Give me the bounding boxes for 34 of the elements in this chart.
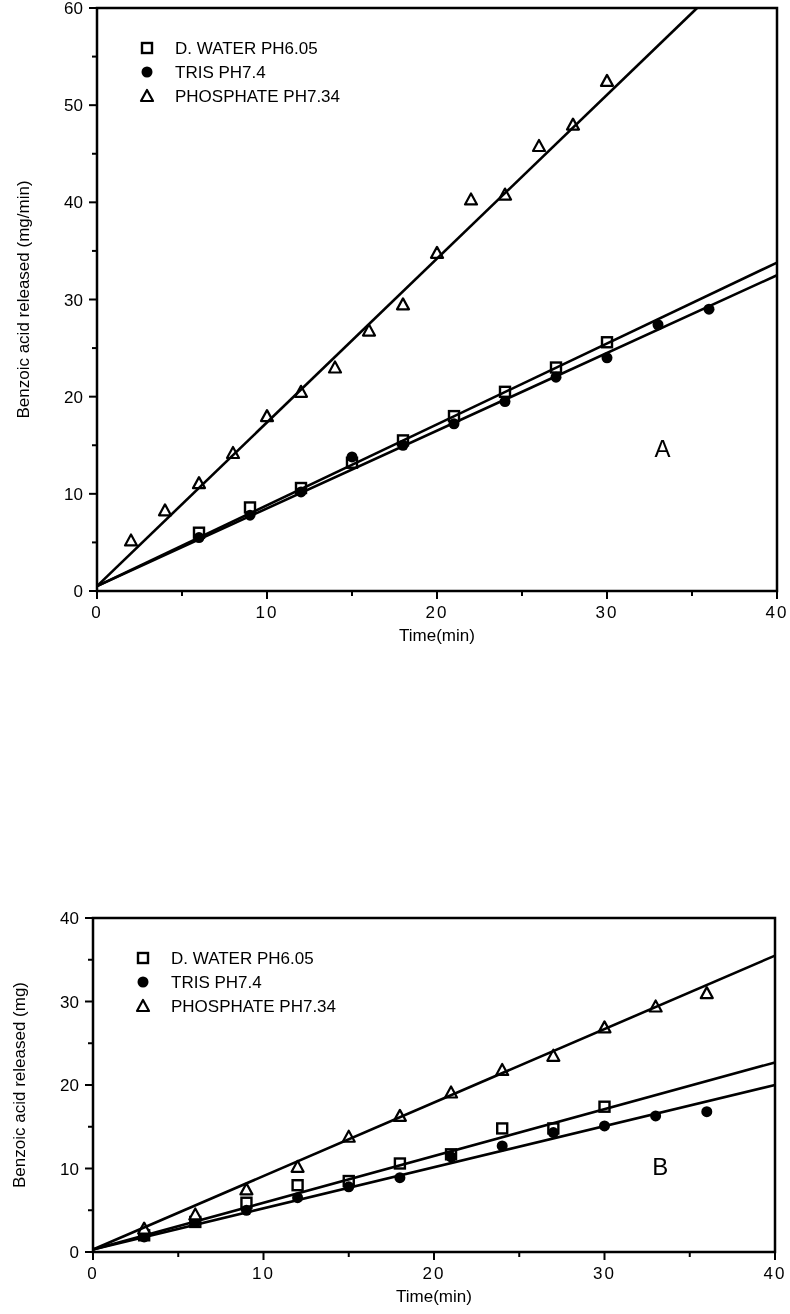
x-tick-label: 0	[87, 1264, 99, 1283]
y-tick-label: 20	[64, 387, 83, 407]
y-tick-label: 0	[73, 582, 83, 601]
x-tick-label: 40	[763, 1264, 787, 1283]
x-tick-label: 10	[252, 1264, 275, 1283]
x-tick-label: 0	[91, 603, 103, 622]
y-tick-label: 50	[64, 96, 83, 116]
y-tick-label: 40	[60, 909, 79, 928]
x-tick-label: 20	[425, 603, 449, 622]
x-axis-title: Time(min)	[396, 1287, 472, 1306]
y-axis-title: Benzoic acid released (mg/min)	[14, 180, 33, 419]
annotation: B	[652, 1153, 669, 1181]
x-axis-title: Time(min)	[399, 626, 475, 645]
y-tick-label: 30	[60, 992, 79, 1012]
legend-label: PHOSPHATE PH7.34	[175, 87, 341, 106]
y-tick-label: 20	[60, 1076, 79, 1095]
y-tick-label: 30	[64, 290, 83, 310]
y-tick-label: 0	[69, 1243, 79, 1262]
legend-label: D. WATER PH6.05	[175, 39, 318, 58]
legend-label: PHOSPHATE PH7.34	[171, 997, 337, 1016]
y-tick-label: 40	[64, 193, 83, 213]
y-tick-label: 10	[64, 484, 83, 504]
x-tick-label: 40	[765, 603, 789, 622]
legend-label: TRIS PH7.4	[175, 63, 266, 82]
annotation: A	[654, 434, 671, 462]
y-tick-label: 10	[60, 1159, 79, 1179]
legend-label: TRIS PH7.4	[171, 973, 262, 992]
y-axis-title: Benzoic acid released (mg)	[10, 982, 29, 1188]
legend-label: D. WATER PH6.05	[171, 949, 314, 968]
x-tick-label: 30	[593, 1264, 616, 1283]
x-tick-label: 30	[595, 603, 619, 622]
x-tick-label: 20	[422, 1264, 446, 1283]
x-tick-label: 10	[255, 603, 279, 622]
y-tick-label: 60	[64, 0, 83, 18]
